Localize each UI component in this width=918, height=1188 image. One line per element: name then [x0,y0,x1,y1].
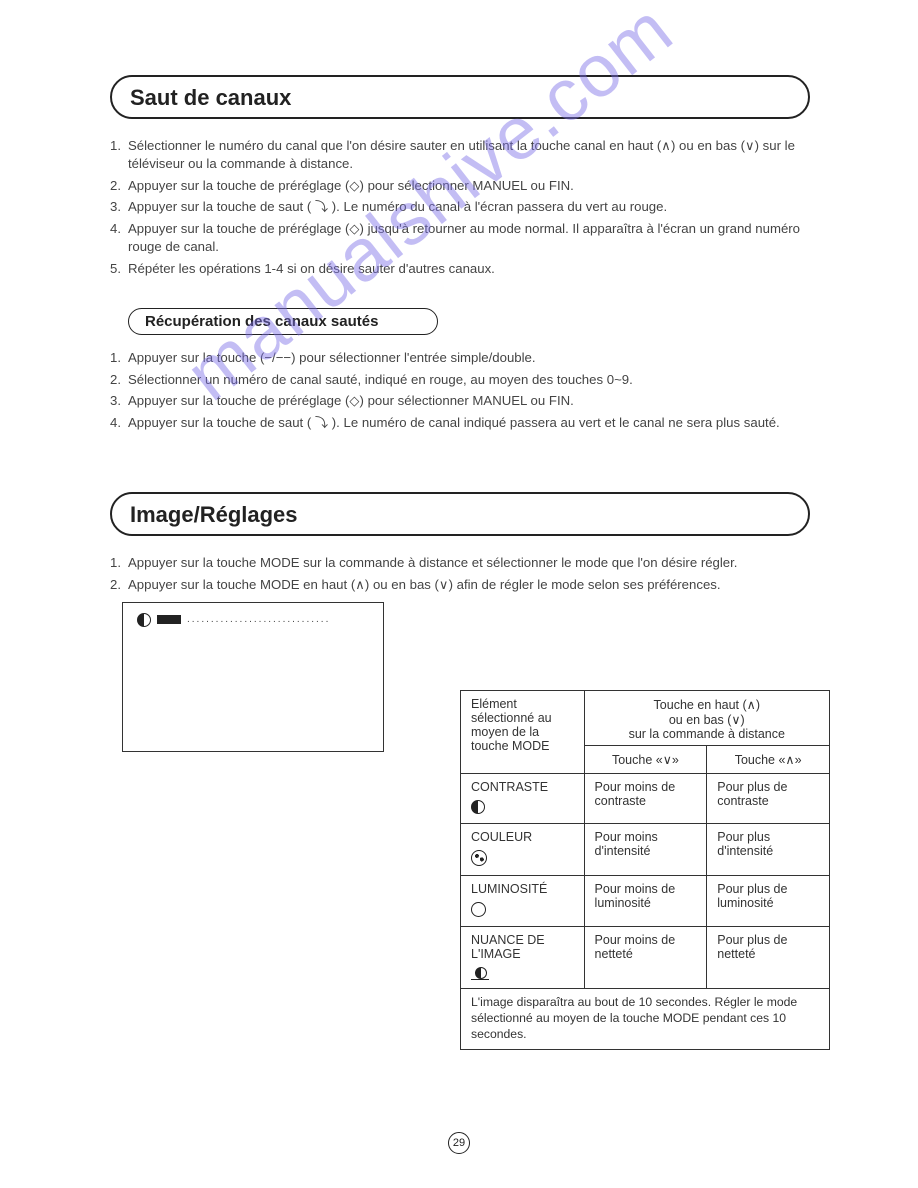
section-title-saut: Saut de canaux [130,85,291,110]
steps-saut: 1.Sélectionner le numéro du canal que l'… [110,137,810,278]
nuance-icon [471,967,489,979]
section-header-recup: Récupération des canaux sautés [128,308,438,335]
row-label-cell: CONTRASTE [461,774,585,824]
row-down: Pour moins de contraste [584,774,707,824]
table-footer: L'image disparaîtra au bout de 10 second… [461,989,830,1050]
step-text: Appuyer sur la touche de préréglage (◇) … [128,220,810,256]
step-text: Appuyer sur la touche de préréglage (◇) … [128,177,810,195]
steps-image: 1.Appuyer sur la touche MODE sur la comm… [110,554,810,594]
contrast-icon [137,613,151,627]
sun-icon [471,902,486,917]
table-footer-row: L'image disparaîtra au bout de 10 second… [461,989,830,1050]
step-num: 1. [110,349,128,367]
table-top-header: Touche en haut (∧) ou en bas (∨) sur la … [584,691,829,746]
row-label-cell: LUMINOSITÉ [461,876,585,927]
table-sub-down: Touche «∨» [584,746,707,774]
section-title-image: Image/Réglages [130,502,298,527]
step-text: Sélectionner un numéro de canal sauté, i… [128,371,810,389]
page-number: 29 [448,1132,470,1154]
step-num: 4. [110,220,128,256]
table-row: CONTRASTE Pour moins de contraste Pour p… [461,774,830,824]
table-row: COULEUR Pour moins d'intensité Pour plus… [461,824,830,876]
page-content: Saut de canaux 1.Sélectionner le numéro … [110,75,810,752]
section-title-recup: Récupération des canaux sautés [145,313,378,330]
step-num: 2. [110,576,128,594]
step-text: Appuyer sur la touche de saut ( ⤵ ). Le … [128,414,810,432]
section-header-image: Image/Réglages [110,492,810,536]
row-label-cell: COULEUR [461,824,585,876]
table-row: NUANCE DE L'IMAGE Pour moins de netteté … [461,927,830,989]
step-text: Appuyer sur la touche de préréglage (◇) … [128,392,810,410]
table-row: LUMINOSITÉ Pour moins de luminosité Pour… [461,876,830,927]
row-label: LUMINOSITÉ [471,882,547,896]
level-bar-icon [157,615,181,624]
table-sub-up: Touche «∧» [707,746,830,774]
step-text: Appuyer sur la touche de saut ( ⤵ ). Le … [128,198,810,216]
row-up: Pour plus de contraste [707,774,830,824]
mode-table: Elément sélectionné au moyen de la touch… [460,690,830,1050]
row-up: Pour plus d'intensité [707,824,830,876]
row-down: Pour moins de netteté [584,927,707,989]
step-text: Appuyer sur la touche (−/−−) pour sélect… [128,349,810,367]
row-label-cell: NUANCE DE L'IMAGE [461,927,585,989]
contrast-icon [471,800,485,814]
step-num: 3. [110,198,128,216]
step-num: 2. [110,177,128,195]
step-num: 1. [110,137,128,173]
step-text: Appuyer sur la touche MODE sur la comman… [128,554,810,572]
row-label: COULEUR [471,830,532,844]
row-up: Pour plus de luminosité [707,876,830,927]
step-num: 5. [110,260,128,278]
row-down: Pour moins de luminosité [584,876,707,927]
row-label: CONTRASTE [471,780,548,794]
screen-diagram: .............................. [122,602,384,752]
table-col-header: Elément sélectionné au moyen de la touch… [461,691,585,774]
step-text: Sélectionner le numéro du canal que l'on… [128,137,810,173]
step-num: 3. [110,392,128,410]
row-label: NUANCE DE L'IMAGE [471,933,545,961]
level-dots: .............................. [187,614,330,625]
section-header-saut: Saut de canaux [110,75,810,119]
mode-table-wrap: Elément sélectionné au moyen de la touch… [460,690,830,1050]
step-num: 2. [110,371,128,389]
step-num: 4. [110,414,128,432]
step-num: 1. [110,554,128,572]
color-icon [471,850,487,866]
step-text: Appuyer sur la touche MODE en haut (∧) o… [128,576,810,594]
step-text: Répéter les opérations 1-4 si on désire … [128,260,810,278]
row-up: Pour plus de netteté [707,927,830,989]
screen-bar-row: .............................. [137,613,330,627]
steps-recup: 1.Appuyer sur la touche (−/−−) pour séle… [110,349,810,432]
row-down: Pour moins d'intensité [584,824,707,876]
